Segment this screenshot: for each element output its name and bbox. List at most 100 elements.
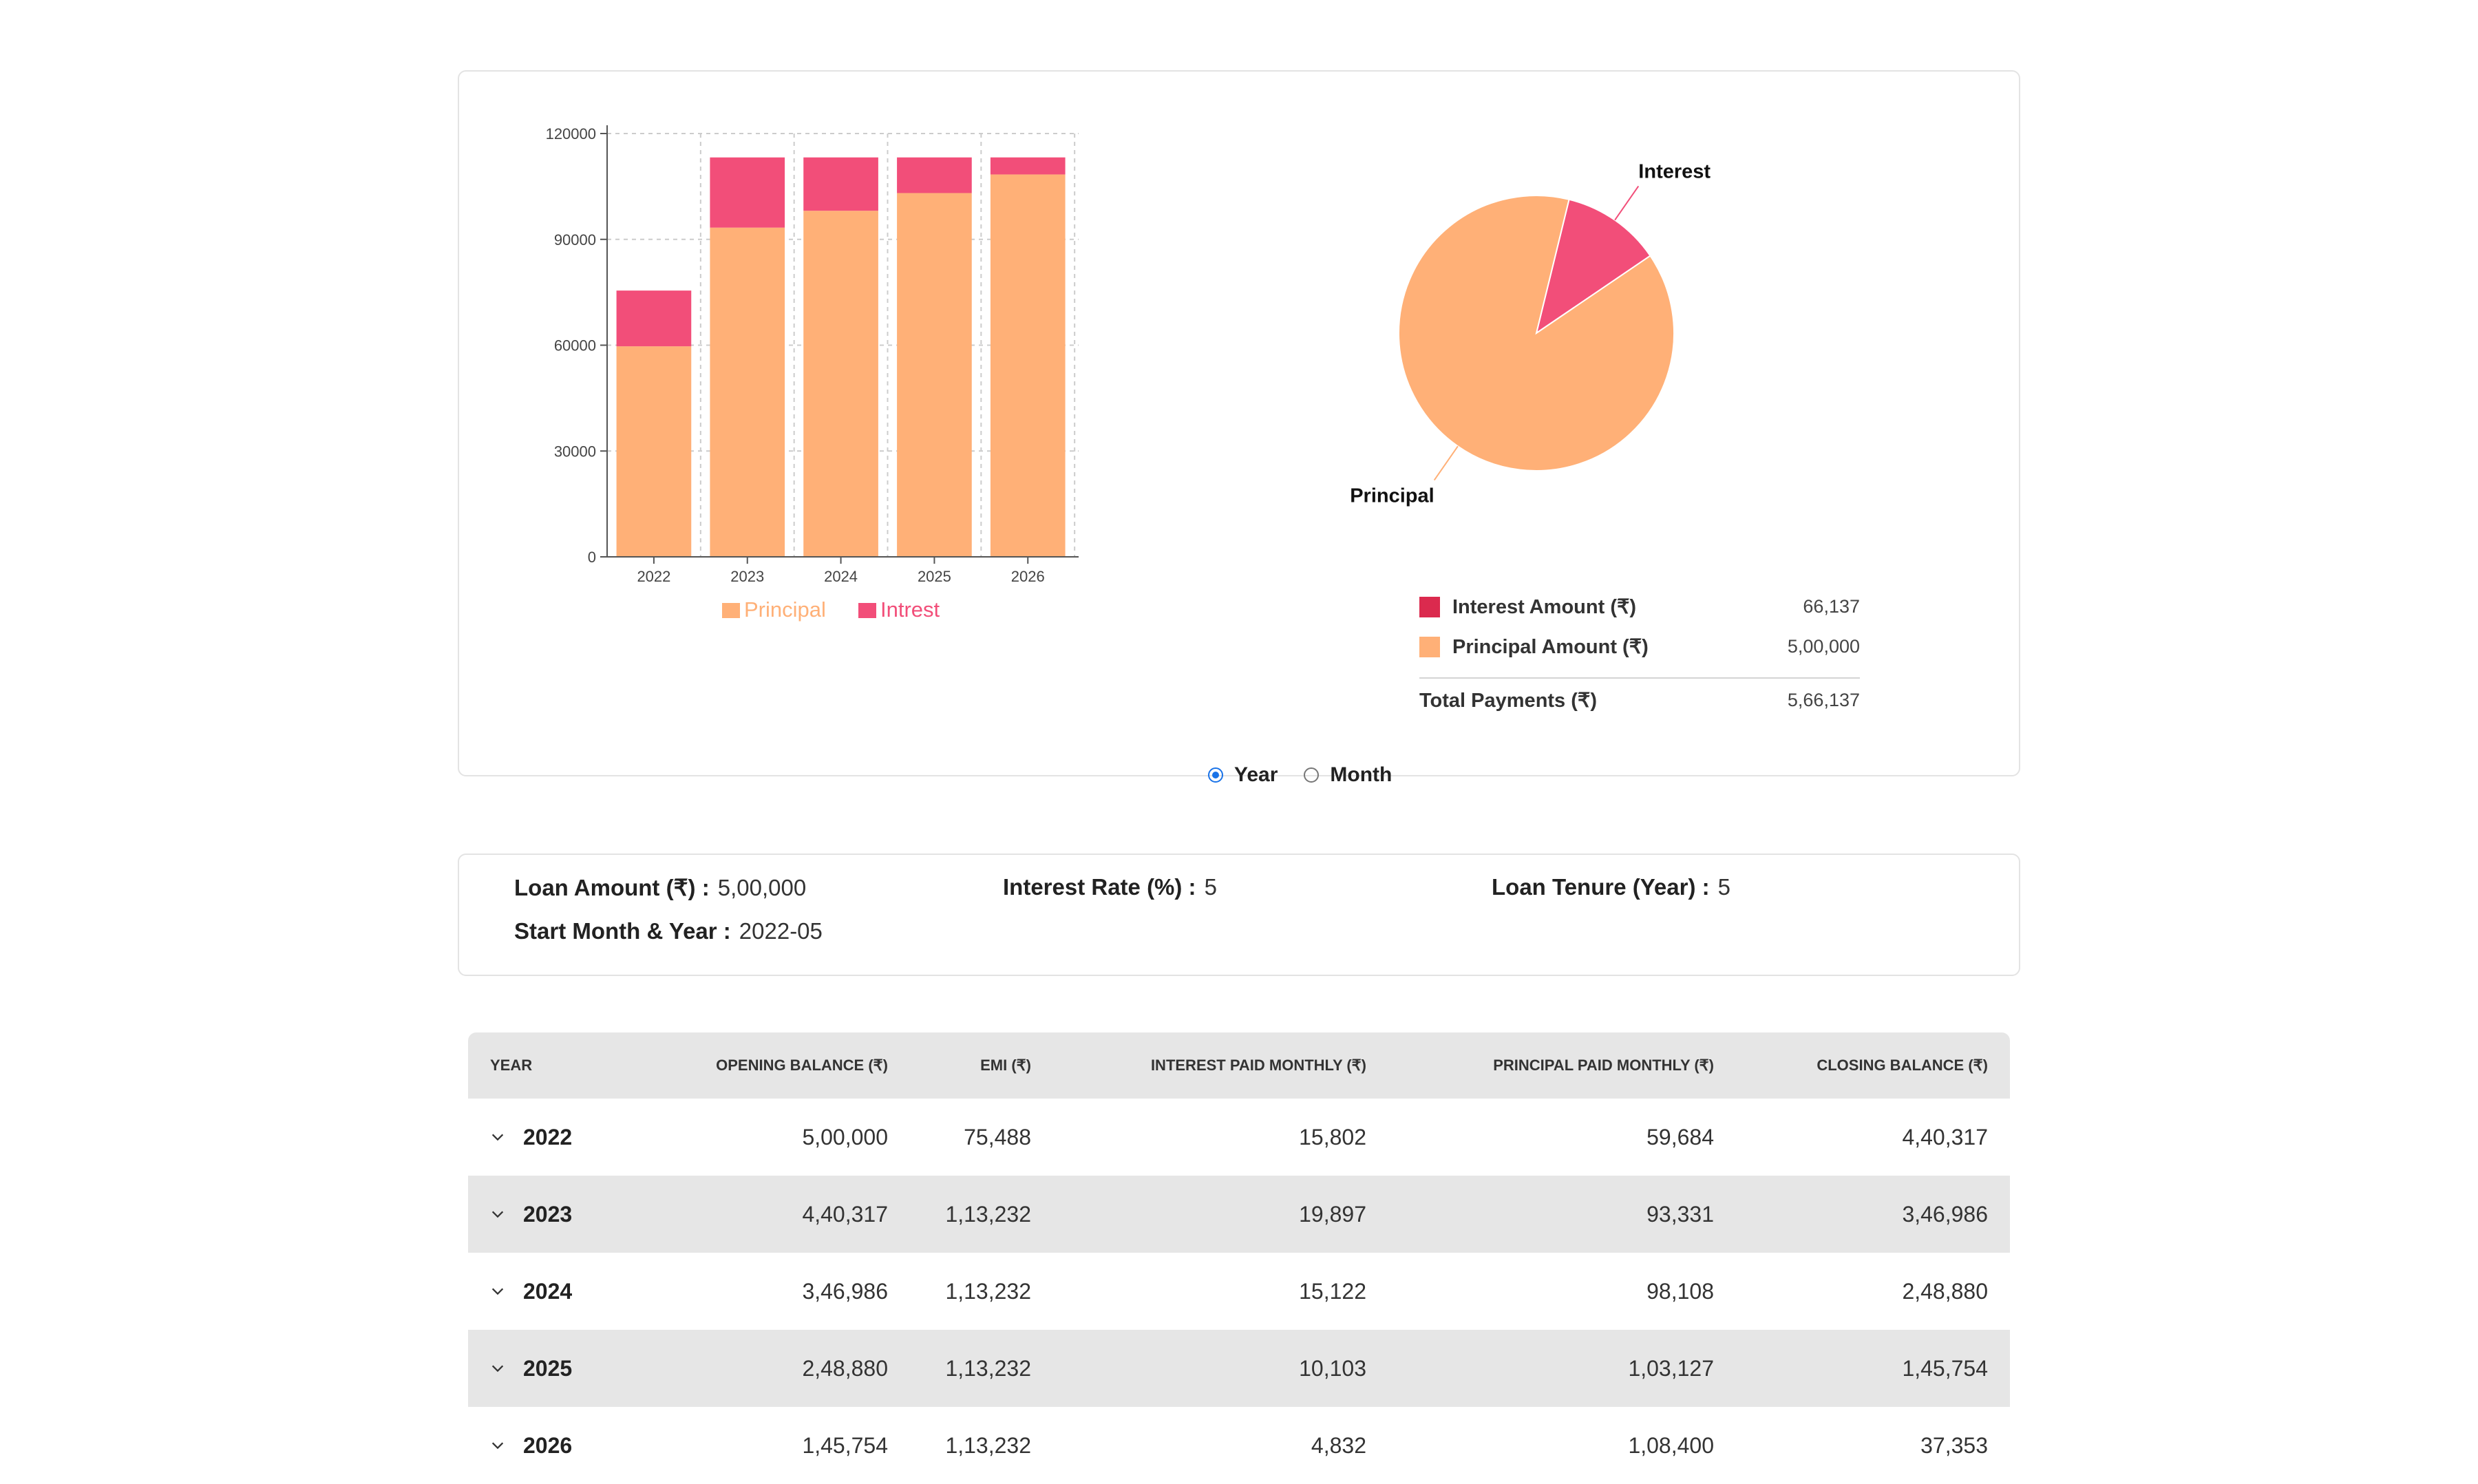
pie-slice-principal xyxy=(1397,195,1675,471)
pie-chart: Interest Principal xyxy=(1350,160,1711,507)
start-month-year-value: 2022-05 xyxy=(739,918,823,944)
row-closing-balance: 37,353 xyxy=(1920,1432,1988,1458)
x-tick-label: 2026 xyxy=(1011,568,1045,585)
row-principal-paid: 98,108 xyxy=(1646,1278,1714,1304)
pie-label-interest: Interest xyxy=(1638,160,1711,182)
legend-principal-swatch xyxy=(722,603,740,618)
header-year: YEAR xyxy=(490,1057,533,1074)
table-row[interactable]: 2024 3,46,986 1,13,232 15,122 98,108 2,4… xyxy=(468,1253,2010,1330)
interest-summary-label: Interest Amount (₹) xyxy=(1452,596,1637,618)
pie-label-principal: Principal xyxy=(1350,485,1434,507)
x-tick-label: 2024 xyxy=(824,568,858,585)
bar-intrest-2023 xyxy=(710,157,785,228)
row-year: 2024 xyxy=(523,1278,573,1304)
interest-summary-value: 66,137 xyxy=(1803,596,1860,617)
row-interest-paid: 15,802 xyxy=(1299,1124,1366,1149)
y-tick-label: 120000 xyxy=(546,125,596,142)
table-row[interactable]: 2023 4,40,317 1,13,232 19,897 93,331 3,4… xyxy=(468,1176,2010,1253)
view-toggle: Year Month xyxy=(1208,763,1392,787)
row-year: 2022 xyxy=(523,1124,573,1149)
interest-swatch xyxy=(1419,596,1440,617)
chevron-down-icon[interactable] xyxy=(490,1130,505,1145)
year-cell[interactable]: 2022 xyxy=(490,1099,572,1176)
summary-divider xyxy=(1419,677,1860,679)
chevron-down-icon[interactable] xyxy=(490,1438,505,1453)
row-principal-paid: 1,08,400 xyxy=(1628,1432,1714,1458)
loan-amount: Loan Amount (₹) : 5,00,000 xyxy=(514,874,806,901)
chevron-down-icon[interactable] xyxy=(490,1361,505,1376)
row-opening-balance: 2,48,880 xyxy=(802,1355,888,1381)
loan-tenure-value: 5 xyxy=(1717,874,1730,900)
bar-principal-2025 xyxy=(897,193,972,557)
row-emi: 1,13,232 xyxy=(945,1355,1031,1381)
start-month-year: Start Month & Year : 2022-05 xyxy=(514,918,823,944)
row-year: 2025 xyxy=(523,1355,573,1381)
row-interest-paid: 19,897 xyxy=(1299,1201,1366,1227)
row-year: 2026 xyxy=(523,1432,573,1458)
row-closing-balance: 2,48,880 xyxy=(1902,1278,1988,1304)
y-tick-label: 60000 xyxy=(554,337,596,354)
loan-amount-label: Loan Amount (₹) : xyxy=(514,875,710,900)
bar-intrest-2024 xyxy=(803,157,878,211)
interest-rate-value: 5 xyxy=(1204,874,1217,900)
legend-interest-label: Intrest xyxy=(880,597,940,622)
year-cell[interactable]: 2023 xyxy=(490,1176,572,1253)
year-cell[interactable]: 2024 xyxy=(490,1253,572,1330)
pie-slice-interest xyxy=(1535,198,1651,335)
row-interest-paid: 10,103 xyxy=(1299,1355,1366,1381)
x-tick-label: 2022 xyxy=(637,568,670,585)
y-tick-label: 0 xyxy=(588,549,596,566)
bar-principal-2022 xyxy=(616,346,692,557)
legend-interest-swatch xyxy=(858,603,876,618)
row-emi: 1,13,232 xyxy=(945,1201,1031,1227)
row-emi: 75,488 xyxy=(964,1124,1031,1149)
bar-principal-2024 xyxy=(803,211,878,557)
chevron-down-icon[interactable] xyxy=(490,1284,505,1299)
principal-summary-value: 5,00,000 xyxy=(1787,636,1860,657)
header-interest-paid: INTEREST PAID MONTHLY (₹) xyxy=(1150,1057,1366,1074)
year-cell[interactable]: 2026 xyxy=(490,1407,572,1484)
year-cell[interactable]: 2025 xyxy=(490,1330,572,1407)
header-emi: EMI (₹) xyxy=(980,1057,1031,1074)
radio-year-label[interactable]: Year xyxy=(1234,763,1278,786)
table-row[interactable]: 2025 2,48,880 1,13,232 10,103 1,03,127 1… xyxy=(468,1330,2010,1407)
row-opening-balance: 5,00,000 xyxy=(802,1124,888,1149)
total-summary-value: 5,66,137 xyxy=(1787,690,1860,710)
bar-chart: 0 30000 60000 90000 120000 2022 2023 2024 2025 20… xyxy=(546,125,1079,622)
x-tick-label: 2025 xyxy=(918,568,951,585)
row-closing-balance: 1,45,754 xyxy=(1902,1355,1988,1381)
header-principal-paid: PRINCIPAL PAID MONTHLY (₹) xyxy=(1493,1057,1714,1074)
row-year: 2023 xyxy=(523,1201,573,1227)
row-opening-balance: 4,40,317 xyxy=(802,1201,888,1227)
principal-summary-row: Principal Amount (₹) 5,00,000 xyxy=(1419,635,1860,659)
pie-label-line xyxy=(1614,185,1640,221)
row-principal-paid: 59,684 xyxy=(1646,1124,1714,1149)
radio-month[interactable] xyxy=(1304,767,1320,783)
row-principal-paid: 1,03,127 xyxy=(1628,1355,1714,1381)
pie-label-line xyxy=(1433,445,1459,481)
radio-month-label[interactable]: Month xyxy=(1330,763,1392,786)
principal-swatch xyxy=(1419,636,1440,657)
y-tick-label: 30000 xyxy=(554,443,596,460)
row-interest-paid: 4,832 xyxy=(1311,1432,1366,1458)
table-row[interactable]: 2026 1,45,754 1,13,232 4,832 1,08,400 37… xyxy=(468,1407,2010,1484)
total-summary-label: Total Payments (₹) xyxy=(1419,690,1598,712)
chart-panel: 0 30000 60000 90000 120000 2022 2023 2024 2025 20… xyxy=(458,70,2020,786)
loan-amount-value: 5,00,000 xyxy=(717,875,807,900)
bar-principal-2026 xyxy=(990,174,1066,557)
chevron-down-icon[interactable] xyxy=(490,1207,505,1222)
interest-rate-label: Interest Rate (%) : xyxy=(1003,874,1196,900)
legend-principal-label: Principal xyxy=(744,597,826,622)
x-tick-label: 2023 xyxy=(730,568,764,585)
principal-summary-label: Principal Amount (₹) xyxy=(1452,636,1649,658)
total-summary-row: Total Payments (₹) 5,66,137 xyxy=(1419,688,1860,712)
row-emi: 1,13,232 xyxy=(945,1432,1031,1458)
interest-rate: Interest Rate (%) : 5 xyxy=(1003,874,1217,900)
radio-year[interactable] xyxy=(1208,767,1223,783)
row-opening-balance: 3,46,986 xyxy=(802,1278,888,1304)
bar-intrest-2026 xyxy=(990,157,1066,175)
bar-intrest-2022 xyxy=(616,290,692,347)
table-row[interactable]: 2022 5,00,000 75,488 15,802 59,684 4,40,… xyxy=(468,1099,2010,1176)
table-header: YEAR OPENING BALANCE (₹) EMI (₹) INTERES… xyxy=(468,1032,2010,1099)
row-opening-balance: 1,45,754 xyxy=(802,1432,888,1458)
